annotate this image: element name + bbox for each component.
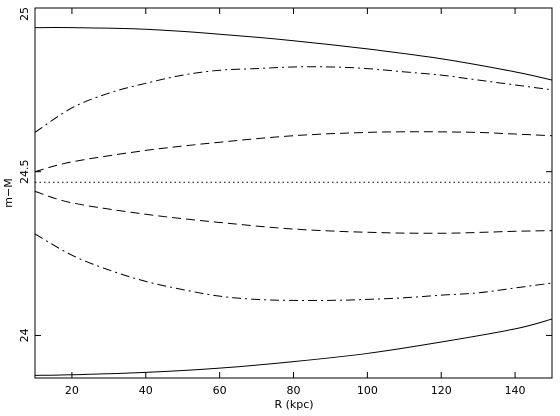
x-tick-label: 40 bbox=[139, 384, 153, 397]
x-tick-label: 20 bbox=[65, 384, 79, 397]
x-tick-label: 100 bbox=[357, 384, 378, 397]
series-line-3-dashed bbox=[34, 131, 553, 173]
y-axis-ticks: 24 24.5 25 bbox=[18, 7, 552, 342]
series-line-7-solid bbox=[34, 318, 553, 376]
series-line-1-solid bbox=[34, 27, 553, 81]
x-tick-label: 80 bbox=[287, 384, 301, 397]
y-tick-label: 25 bbox=[18, 7, 31, 21]
series-line-6-dashdot bbox=[34, 233, 553, 302]
y-tick-label: 24 bbox=[18, 328, 31, 342]
x-axis-label: R (kpc) bbox=[274, 398, 313, 411]
plot-frame bbox=[34, 7, 553, 379]
x-axis-ticks: 20 40 60 80 100 120 140 bbox=[65, 8, 526, 397]
x-tick-label: 120 bbox=[431, 384, 452, 397]
y-axis-label: m−M bbox=[2, 178, 15, 207]
y-tick-label: 24.5 bbox=[18, 159, 31, 184]
x-tick-label: 140 bbox=[505, 384, 526, 397]
x-tick-label: 60 bbox=[213, 384, 227, 397]
series-line-5-dashed bbox=[34, 190, 553, 234]
series-layer bbox=[34, 27, 553, 376]
series-line-2-dashdot bbox=[34, 66, 553, 133]
